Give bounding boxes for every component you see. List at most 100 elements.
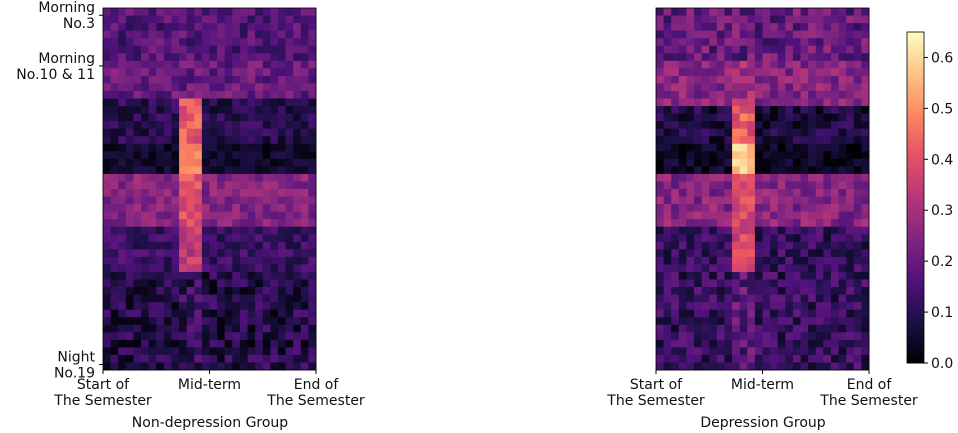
heatmap-cell xyxy=(732,60,741,69)
heatmap-cell xyxy=(663,211,672,220)
heatmap-cell xyxy=(777,83,786,92)
heatmap-cell xyxy=(724,38,733,47)
heatmap-cell xyxy=(861,68,870,77)
heatmap-cell xyxy=(125,317,134,326)
heatmap-cell xyxy=(762,113,771,122)
heatmap-cell xyxy=(846,151,855,160)
heatmap-cell xyxy=(239,98,248,107)
heatmap-cell xyxy=(110,271,119,280)
heatmap-cell xyxy=(270,279,279,288)
heatmap-cell xyxy=(656,68,665,77)
heatmap-cell xyxy=(671,294,680,303)
heatmap-cell xyxy=(277,23,286,32)
heatmap-cell xyxy=(224,8,233,16)
heatmap-cell xyxy=(308,8,317,16)
heatmap-cell xyxy=(179,38,188,47)
heatmap-cell xyxy=(800,30,809,39)
heatmap-cell xyxy=(277,166,286,175)
heatmap-cell xyxy=(853,45,862,54)
heatmap-cell xyxy=(656,8,665,16)
heatmap-cell xyxy=(163,23,172,32)
heatmap-cell xyxy=(179,121,188,130)
heatmap-cell xyxy=(709,60,718,69)
heatmap-cell xyxy=(171,204,180,213)
heatmap-cell xyxy=(671,166,680,175)
heatmap-cell xyxy=(823,23,832,32)
heatmap-cell xyxy=(686,113,695,122)
heatmap-cell xyxy=(754,136,763,145)
heatmap-cell xyxy=(285,166,294,175)
heatmap-cell xyxy=(777,23,786,32)
heatmap-cell xyxy=(239,30,248,39)
heatmap-cell xyxy=(754,256,763,265)
heatmap-cell xyxy=(792,98,801,107)
heatmap-cell xyxy=(800,98,809,107)
heatmap-cell xyxy=(808,189,817,197)
heatmap-cell xyxy=(270,98,279,107)
x-tick-label: The Semester xyxy=(606,393,705,409)
heatmap-cell xyxy=(853,121,862,130)
heatmap-cell xyxy=(838,362,847,371)
heatmap-cell xyxy=(716,339,725,348)
heatmap-cell xyxy=(179,196,188,205)
heatmap-cell xyxy=(694,287,703,295)
heatmap-cell xyxy=(663,113,672,122)
heatmap-cell xyxy=(201,302,210,311)
heatmap-cell xyxy=(830,287,839,295)
heatmap-cell xyxy=(110,173,119,182)
heatmap-cell xyxy=(285,302,294,311)
heatmap-cell xyxy=(308,75,317,84)
heatmap-cell xyxy=(293,38,302,47)
heatmap-cell xyxy=(262,264,271,273)
heatmap-cell xyxy=(800,173,809,182)
heatmap-cell xyxy=(671,151,680,160)
heatmap-cell xyxy=(255,158,264,167)
heatmap-cell xyxy=(853,234,862,243)
heatmap-cell xyxy=(133,128,142,137)
heatmap-cell xyxy=(300,287,309,295)
heatmap-cell xyxy=(156,324,165,333)
heatmap-cell xyxy=(232,90,241,99)
heatmap-cell xyxy=(270,143,279,152)
heatmap-cell xyxy=(838,181,847,190)
heatmap-cell xyxy=(663,279,672,288)
heatmap-cell xyxy=(293,309,302,318)
heatmap-cell xyxy=(125,294,134,303)
heatmap-cell xyxy=(724,83,733,92)
heatmap-cell xyxy=(739,362,748,371)
heatmap-cell xyxy=(179,45,188,54)
heatmap-cell xyxy=(209,264,218,273)
heatmap-cell xyxy=(830,347,839,356)
heatmap-cell xyxy=(255,136,264,145)
heatmap-cell xyxy=(156,158,165,167)
heatmap-cell xyxy=(861,23,870,32)
heatmap-cell xyxy=(724,143,733,152)
heatmap-cell xyxy=(815,113,824,122)
heatmap-cell xyxy=(110,324,119,333)
heatmap-cell xyxy=(156,128,165,137)
heatmap-cell xyxy=(141,166,150,175)
heatmap-cell xyxy=(118,151,127,160)
heatmap-cell xyxy=(846,302,855,311)
heatmap-cell xyxy=(133,45,142,54)
heatmap-cell xyxy=(823,68,832,77)
heatmap-cell xyxy=(732,83,741,92)
heatmap-cell xyxy=(861,166,870,175)
heatmap-cell xyxy=(762,90,771,99)
heatmap-cell xyxy=(270,256,279,265)
heatmap-cell xyxy=(701,68,710,77)
heatmap-cell xyxy=(308,256,317,265)
heatmap-cell xyxy=(800,347,809,356)
heatmap-cell xyxy=(656,75,665,84)
heatmap-cell xyxy=(678,339,687,348)
heatmap-cell xyxy=(201,68,210,77)
heatmap-cell xyxy=(179,53,188,62)
heatmap-cell xyxy=(300,90,309,99)
heatmap-cell xyxy=(656,53,665,62)
heatmap-cell xyxy=(247,8,256,16)
heatmap-cell xyxy=(777,45,786,54)
heatmap-cell xyxy=(686,211,695,220)
heatmap-cell xyxy=(217,30,226,39)
heatmap-cell xyxy=(792,249,801,258)
heatmap-cell xyxy=(663,166,672,175)
